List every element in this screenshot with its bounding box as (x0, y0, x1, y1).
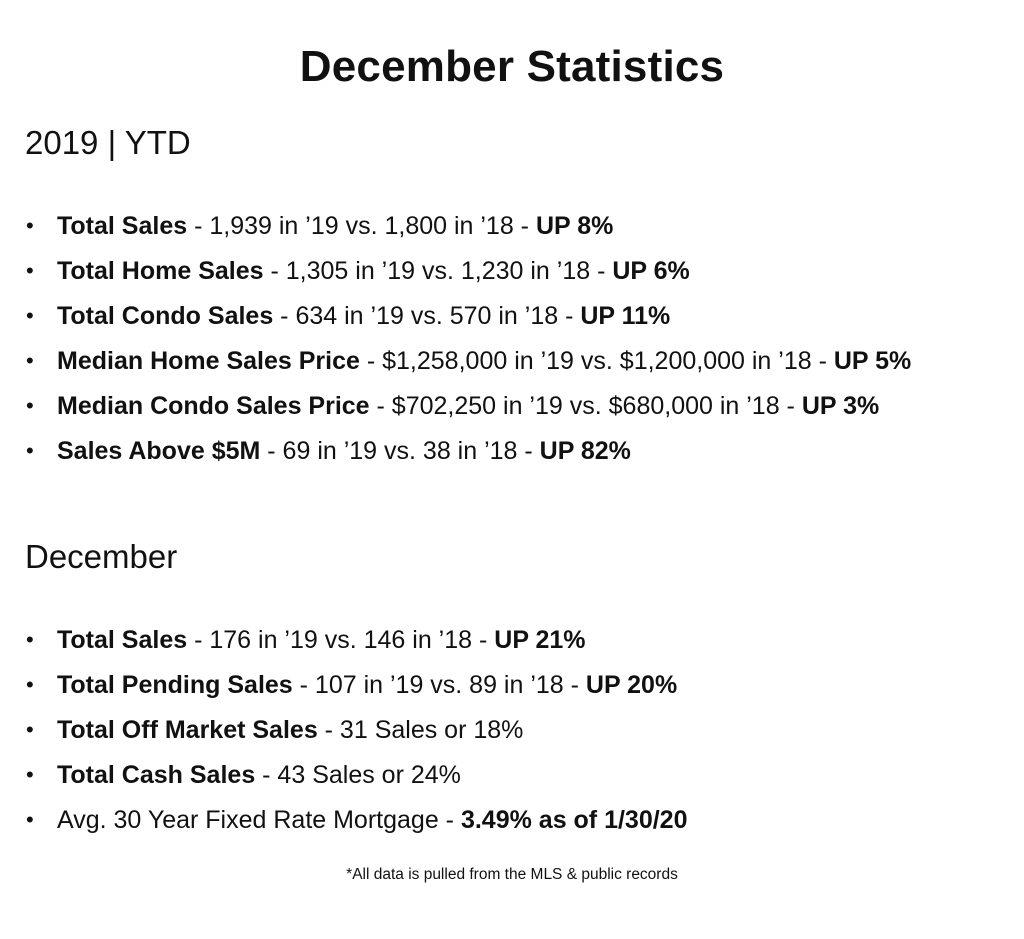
stat-detail: - 1,939 in ’19 vs. 1,800 in ’18 - (187, 212, 536, 240)
stat-result: UP 8% (535, 212, 614, 240)
page-title: December Statistics (299, 42, 725, 91)
stat-label: Total Sales (57, 626, 188, 654)
stat-detail: - 176 in ’19 vs. 146 in ’18 - (187, 626, 495, 654)
bullet-icon: • (26, 438, 34, 463)
bullet-icon: • (26, 258, 34, 283)
ytd-section-heading: 2019 | YTD (25, 124, 191, 161)
bullet-icon: • (26, 762, 34, 787)
stat-label: Median Home Sales Price (57, 347, 360, 375)
list-item: • Median Home Sales Price - $1,258,000 in… (0, 340, 1024, 385)
stat-result: UP 20% (585, 671, 678, 699)
list-item: • Median Condo Sales Price - $702,250 in … (0, 385, 1024, 430)
stat-result: UP 11% (580, 302, 671, 330)
stat-label: Total Pending Sales (57, 671, 293, 699)
december-stats-list: • Total Sales - 176 in ’19 vs. 146 in ’18… (0, 619, 1024, 844)
stat-result: 3.49% as of 1/30/20 (460, 806, 688, 834)
stat-detail: - 69 in ’19 vs. 38 in ’18 - (260, 437, 540, 465)
stat-detail: - $1,258,000 in ’19 vs. $1,200,000 in ’1… (359, 347, 834, 375)
list-item: • Sales Above $5M - 69 in ’19 vs. 38 in ’… (0, 430, 1024, 475)
stat-detail: - 1,305 in ’19 vs. 1,230 in ’18 - (263, 257, 613, 285)
stat-detail: - 31 Sales or 18% (317, 716, 524, 744)
bullet-icon: • (26, 717, 34, 742)
stat-result: UP 82% (539, 437, 631, 465)
stat-label: Total Home Sales (57, 257, 264, 285)
bullet-icon: • (26, 627, 34, 652)
stat-detail: - 634 in ’19 vs. 570 in ’18 - (273, 302, 581, 330)
ytd-stats-list: • Total Sales - 1,939 in ’19 vs. 1,800 in… (0, 205, 1024, 475)
stat-label: Sales Above $5M (57, 437, 261, 465)
bullet-icon: • (26, 393, 34, 418)
stat-detail: - $702,250 in ’19 vs. $680,000 in ’18 - (369, 392, 802, 420)
list-item: • Avg. 30 Year Fixed Rate Mortgage - 3.49… (0, 799, 1024, 844)
bullet-icon: • (26, 303, 34, 328)
list-item: • Total Condo Sales - 634 in ’19 vs. 570 … (0, 295, 1024, 340)
list-item: • Total Sales - 176 in ’19 vs. 146 in ’18… (0, 619, 1024, 664)
stat-label: Total Cash Sales (57, 761, 256, 789)
list-item: • Total Home Sales - 1,305 in ’19 vs. 1,2… (0, 250, 1024, 295)
stat-detail: - 43 Sales or 24% (255, 761, 461, 789)
list-item: • Total Off Market Sales - 31 Sales or 18… (0, 709, 1024, 754)
stat-result: UP 6% (612, 257, 690, 285)
stat-detail: Avg. 30 Year Fixed Rate Mortgage - (57, 806, 461, 834)
stat-result: UP 5% (833, 347, 912, 375)
stat-result: UP 21% (494, 626, 586, 654)
december-section-heading: December (25, 538, 178, 575)
list-item: • Total Cash Sales - 43 Sales or 24% (0, 754, 1024, 799)
stat-label: Median Condo Sales Price (57, 392, 370, 420)
stat-label: Total Off Market Sales (57, 716, 318, 744)
bullet-icon: • (26, 807, 34, 832)
stat-label: Total Condo Sales (57, 302, 274, 330)
bullet-icon: • (26, 348, 34, 373)
footnote: *All data is pulled from the MLS & publi… (346, 866, 678, 883)
stat-label: Total Sales (57, 212, 188, 240)
list-item: • Total Pending Sales - 107 in ’19 vs. 89… (0, 664, 1024, 709)
stat-result: UP 3% (801, 392, 880, 420)
list-item: • Total Sales - 1,939 in ’19 vs. 1,800 in… (0, 205, 1024, 250)
bullet-icon: • (26, 213, 34, 238)
stat-detail: - 107 in ’19 vs. 89 in ’18 - (292, 671, 586, 699)
bullet-icon: • (26, 672, 34, 697)
